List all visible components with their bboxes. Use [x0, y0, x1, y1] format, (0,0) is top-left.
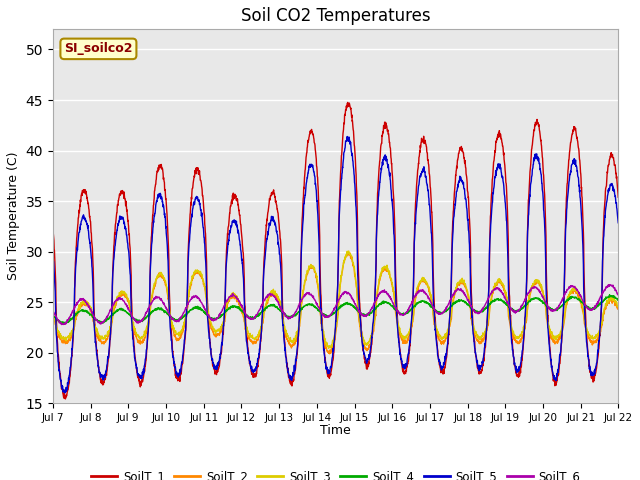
Legend: SoilT_1, SoilT_2, SoilT_3, SoilT_4, SoilT_5, SoilT_6: SoilT_1, SoilT_2, SoilT_3, SoilT_4, Soil… [86, 465, 585, 480]
SoilT_4 [500, 299, 508, 304]
SoilT_1 [580, 287, 588, 292]
SoilT_2 [565, 292, 573, 298]
SoilT_4 [564, 297, 572, 302]
SoilT_3 [324, 345, 332, 351]
SoilT_6 [49, 309, 57, 314]
SoilT_5 [61, 390, 69, 396]
Line: SoilT_6: SoilT_6 [53, 285, 618, 324]
SoilT_5 [500, 192, 508, 197]
SoilT_3 [565, 291, 573, 297]
SoilT_5 [614, 220, 622, 226]
SoilT_4 [352, 306, 360, 312]
SoilT_4 [614, 297, 622, 303]
SoilT_6 [605, 282, 613, 288]
SoilT_1 [353, 182, 360, 188]
SoilT_2 [207, 322, 214, 328]
Title: Soil CO2 Temperatures: Soil CO2 Temperatures [241, 7, 431, 25]
SoilT_4 [365, 312, 372, 318]
SoilT_1 [344, 99, 351, 105]
SoilT_1 [565, 157, 573, 163]
SoilT_2 [365, 345, 372, 350]
SoilT_6 [365, 310, 372, 316]
SoilT_4 [605, 292, 613, 298]
SoilT_3 [500, 286, 508, 292]
SoilT_1 [500, 158, 508, 164]
SoilT_5 [565, 182, 573, 188]
SoilT_3 [614, 304, 622, 310]
Y-axis label: Soil Temperature (C): Soil Temperature (C) [7, 152, 20, 280]
SoilT_6 [500, 293, 508, 299]
SoilT_6 [580, 300, 588, 306]
SoilT_5 [365, 357, 372, 363]
SoilT_4 [580, 302, 588, 308]
SoilT_5 [580, 306, 588, 312]
SoilT_2 [346, 250, 354, 256]
SoilT_3 [345, 248, 353, 254]
SoilT_5 [353, 211, 360, 217]
SoilT_2 [326, 351, 333, 357]
SoilT_5 [344, 133, 351, 139]
SoilT_2 [500, 286, 508, 292]
SoilT_6 [564, 286, 572, 291]
SoilT_2 [49, 315, 57, 321]
SoilT_6 [614, 292, 622, 298]
SoilT_4 [61, 321, 69, 326]
Text: SI_soilco2: SI_soilco2 [64, 42, 132, 55]
Line: SoilT_2: SoilT_2 [53, 253, 618, 354]
SoilT_5 [207, 346, 214, 351]
SoilT_6 [352, 303, 360, 309]
SoilT_1 [365, 360, 372, 365]
Line: SoilT_4: SoilT_4 [53, 295, 618, 324]
SoilT_3 [580, 317, 588, 323]
Line: SoilT_5: SoilT_5 [53, 136, 618, 393]
SoilT_6 [207, 316, 214, 322]
SoilT_3 [49, 313, 57, 319]
SoilT_2 [580, 321, 588, 327]
SoilT_2 [614, 305, 622, 311]
SoilT_2 [353, 284, 360, 290]
SoilT_3 [207, 319, 214, 325]
SoilT_5 [49, 252, 57, 258]
SoilT_3 [365, 338, 372, 344]
Line: SoilT_3: SoilT_3 [53, 251, 618, 348]
SoilT_1 [61, 396, 69, 402]
SoilT_1 [614, 194, 622, 200]
SoilT_4 [49, 313, 57, 319]
SoilT_6 [58, 322, 65, 327]
X-axis label: Time: Time [320, 424, 351, 437]
SoilT_1 [207, 346, 214, 351]
Line: SoilT_1: SoilT_1 [53, 102, 618, 399]
SoilT_3 [353, 281, 360, 287]
SoilT_1 [49, 223, 57, 229]
SoilT_4 [207, 316, 214, 322]
